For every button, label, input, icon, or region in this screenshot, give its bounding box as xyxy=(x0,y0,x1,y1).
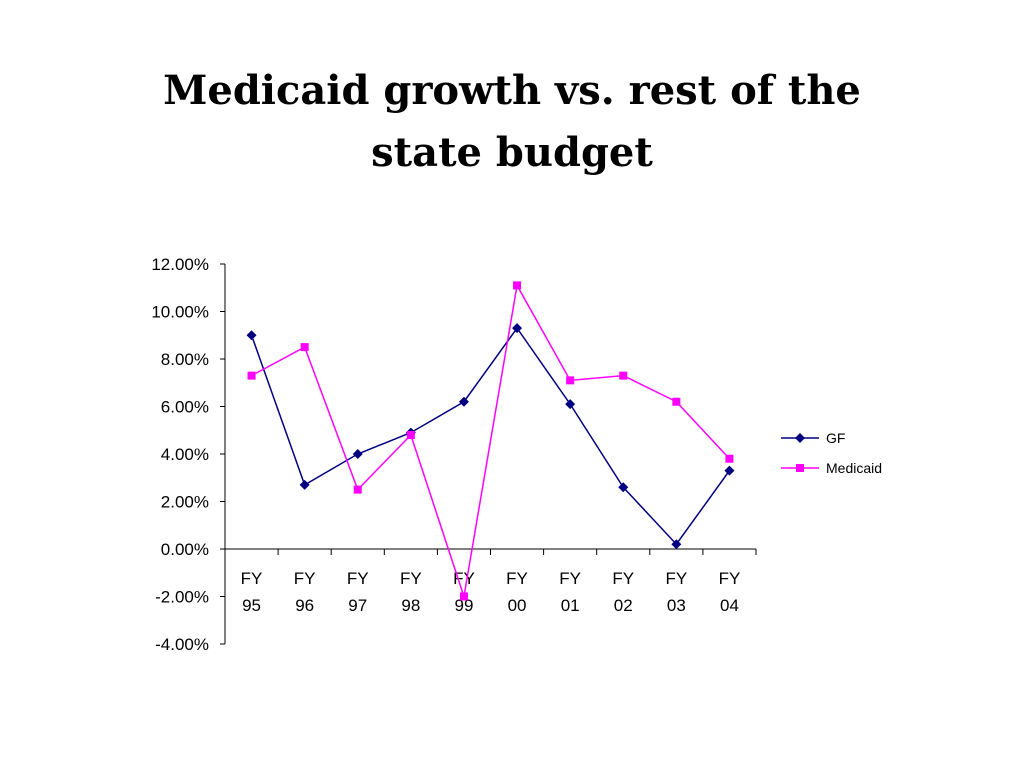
series-gf xyxy=(246,323,735,550)
x-tick-label: 95 xyxy=(242,596,261,615)
y-tick-label: -2.00% xyxy=(155,588,209,607)
series-layer xyxy=(246,281,735,601)
data-point-square xyxy=(353,485,362,494)
x-tick-label: 99 xyxy=(454,596,473,615)
data-point-square xyxy=(566,376,575,385)
x-tick-label: 96 xyxy=(295,596,314,615)
legend-label: GF xyxy=(826,430,845,446)
y-tick-label: -4.00% xyxy=(155,635,209,654)
y-tick-label: 8.00% xyxy=(161,350,209,369)
x-tick-label: 04 xyxy=(720,596,739,615)
data-point-diamond xyxy=(618,482,629,493)
axes: 12.00% 10.00% 8.00% 6.00% 4.00% 2.00% 0.00% -2.… xyxy=(151,255,757,654)
x-tick-label: FY xyxy=(347,569,369,588)
x-tick-label: 02 xyxy=(614,596,633,615)
x-tick-label: FY xyxy=(294,569,316,588)
y-tick-label: 2.00% xyxy=(161,493,209,512)
data-point-square xyxy=(300,343,309,352)
x-tick-label: 00 xyxy=(508,596,527,615)
x-tick-label: FY xyxy=(665,569,687,588)
x-tick-label: FY xyxy=(506,569,528,588)
y-tick-label: 0.00% xyxy=(161,540,209,559)
series-medicaid xyxy=(247,281,734,601)
y-tick-label: 4.00% xyxy=(161,445,209,464)
legend-marker-diamond xyxy=(795,433,805,443)
y-tick-label: 6.00% xyxy=(161,398,209,417)
x-tick-label: FY xyxy=(453,569,475,588)
legend-label: Medicaid xyxy=(826,460,882,476)
data-point-diamond xyxy=(671,539,682,550)
x-tick-label: FY xyxy=(559,569,581,588)
legend: GF Medicaid xyxy=(781,430,882,476)
data-point-square xyxy=(725,454,734,463)
data-point-diamond xyxy=(352,449,363,459)
data-point-square xyxy=(406,431,415,439)
data-point-square xyxy=(459,592,468,601)
data-point-diamond xyxy=(246,330,257,341)
x-tick-label: 97 xyxy=(348,596,367,615)
data-point-diamond xyxy=(458,396,469,407)
series-line xyxy=(251,283,730,597)
x-tick-label: FY xyxy=(719,569,741,588)
series-line xyxy=(250,326,731,546)
x-tick-label: FY xyxy=(241,569,263,588)
x-tick-label: 98 xyxy=(401,596,420,615)
y-tick-label: 12.00% xyxy=(151,255,209,274)
data-point-diamond xyxy=(512,323,523,334)
y-tick-label: 10.00% xyxy=(151,303,209,322)
data-point-diamond xyxy=(565,399,576,410)
data-point-square xyxy=(247,371,256,380)
slide-title: Medicaid growth vs. rest of the state bu… xyxy=(163,67,861,176)
data-point-diamond xyxy=(724,465,735,476)
x-tick-label: 01 xyxy=(561,596,580,615)
data-point-diamond xyxy=(299,479,310,490)
x-tick-label: FY xyxy=(400,569,422,588)
data-point-square xyxy=(513,281,522,290)
legend-marker-square xyxy=(796,464,804,472)
data-point-square xyxy=(619,371,628,380)
x-tick-label: 03 xyxy=(667,596,686,615)
data-point-square xyxy=(672,397,681,406)
x-tick-label: FY xyxy=(612,569,634,588)
